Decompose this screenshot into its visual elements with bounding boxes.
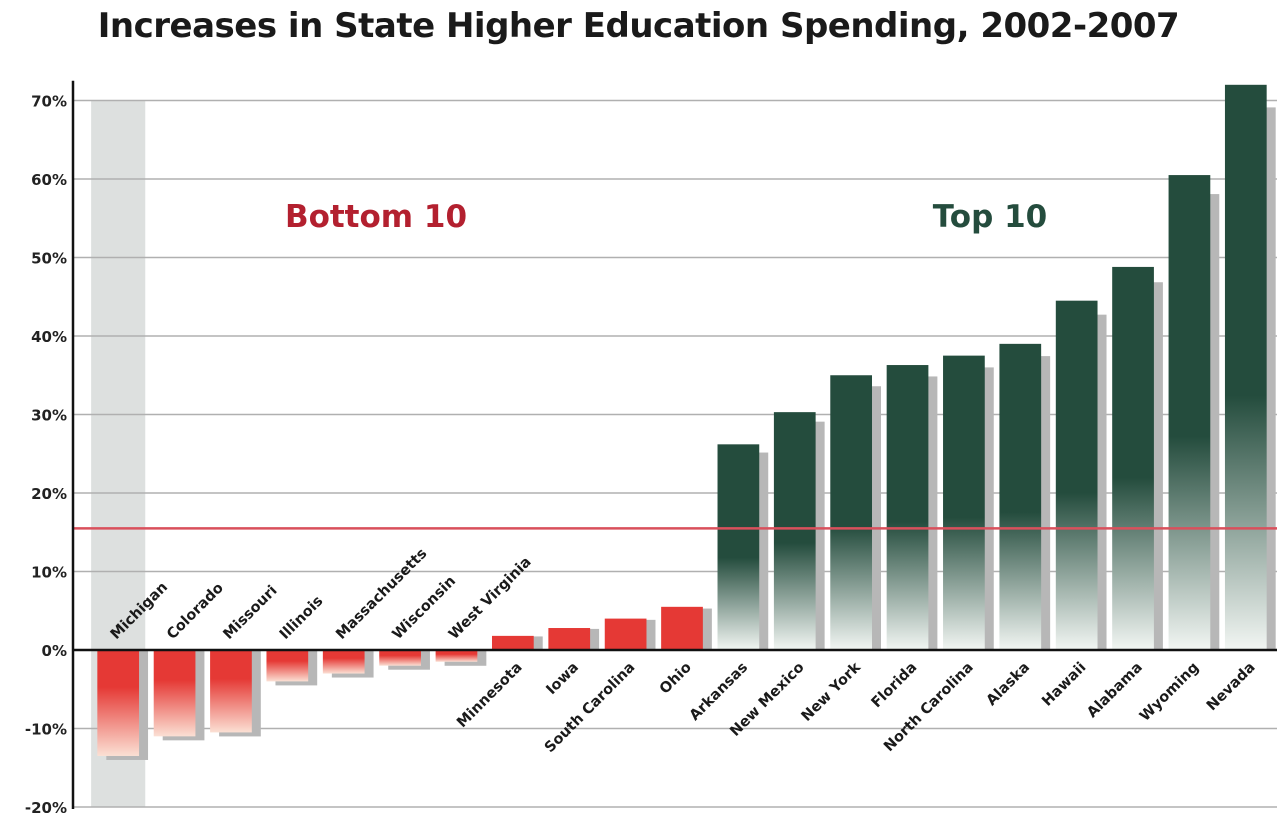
y-tick-label: 20% [31,485,67,503]
bar [379,650,421,666]
category-label: Missouri [220,583,280,643]
bar [322,650,365,674]
bar [435,650,478,662]
category-label: West Virginia [446,554,535,643]
category-label: Hawaii [1039,660,1089,710]
category-label: Ohio [657,659,695,697]
y-tick-label: -20% [25,799,67,817]
bar [1168,175,1211,650]
bar [661,606,703,650]
bar [1112,266,1154,650]
bar [717,444,760,650]
bar [97,650,140,756]
y-tick-label: -10% [25,721,67,739]
category-label: Nevada [1204,660,1259,715]
y-tick-label: 60% [31,171,67,189]
category-label: Iowa [543,660,582,699]
category-label: Alabama [1084,660,1146,722]
category-label: Wyoming [1137,660,1202,725]
category-label: Alaska [984,660,1034,710]
y-tick-label: 50% [31,250,67,268]
bar [773,412,816,650]
bar [886,365,929,650]
category-label: Florida [869,660,921,712]
category-label: Illinois [277,593,327,643]
bar [491,635,534,650]
category-label: New York [799,659,865,725]
category-label: Minnesota [454,660,526,732]
y-tick-label: 70% [31,93,67,111]
bar [1055,300,1098,650]
bar [830,375,873,650]
y-tick-label: 10% [31,564,67,582]
bar [210,650,252,733]
bar [604,618,647,650]
bar [943,355,985,650]
bar [153,650,196,737]
bar [1224,84,1267,651]
bottom-10-label: Bottom 10 [285,199,467,235]
top-10-label: Top 10 [933,199,1047,235]
y-tick-label: 40% [31,328,67,346]
y-tick-label: 0% [42,642,67,660]
y-tick-label: 30% [31,407,67,425]
bar [548,628,591,650]
category-label: Colorado [164,580,227,643]
category-label: Massachusetts [333,546,430,643]
bar [266,650,309,682]
bar [999,343,1042,650]
chart-title: Increases in State Higher Education Spen… [97,6,1180,46]
